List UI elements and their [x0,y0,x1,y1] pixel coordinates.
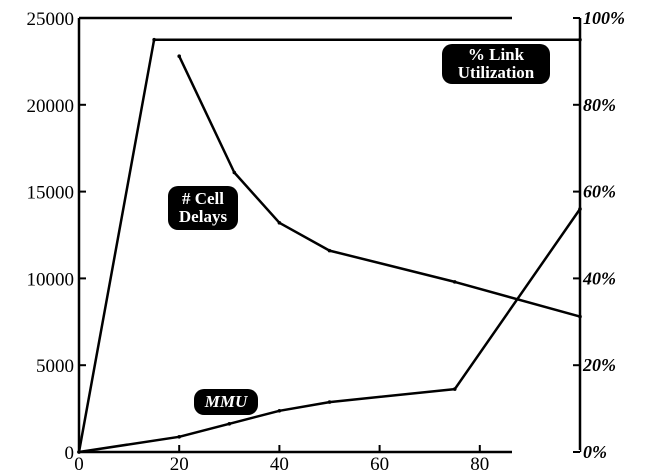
left-tick-label: 0 [65,443,75,464]
series-point-1 [578,315,582,319]
series-point-1 [453,280,457,284]
annotation-text: Delays [179,207,228,226]
series-line-0 [79,40,580,452]
left-tick-label: 10000 [27,269,75,290]
x-tick-label: 80 [470,454,489,474]
annotation-text: Utilization [458,63,535,82]
series-point-2 [453,387,457,391]
annotation-text: MMU [204,392,248,411]
series-point-1 [233,171,237,175]
left-tick-label: 20000 [27,96,75,117]
right-tick-label: 60% [583,182,616,202]
series-point-2 [578,207,582,211]
left-tick-label: 15000 [27,183,75,204]
chart-series [77,38,582,454]
series-point-2 [328,400,332,404]
right-tick-label: 100% [583,8,625,28]
right-tick-label: 0% [583,442,607,462]
right-tick-label: 20% [582,355,616,375]
series-point-0 [152,38,156,42]
left-tick-label: 25000 [27,9,75,30]
x-tick-label: 20 [170,454,189,474]
series-point-0 [578,38,582,42]
annotation-text: # Cell [182,189,224,208]
series-point-1 [278,221,282,225]
series-point-1 [177,54,181,58]
series-point-2 [228,422,232,426]
annotation-mmu: MMU [194,389,258,415]
right-tick-label: 40% [582,268,616,288]
right-tick-label: 80% [583,95,616,115]
annotation-text: % Link [468,45,525,64]
series-point-2 [278,409,282,413]
left-tick-label: 5000 [36,356,74,377]
x-tick-label: 60 [370,454,389,474]
series-point-2 [177,435,181,439]
x-tick-label: 40 [270,454,289,474]
series-line-2 [79,209,580,452]
series-line-1 [179,56,580,316]
series-point-1 [328,249,332,253]
x-tick-label: 0 [74,454,84,474]
